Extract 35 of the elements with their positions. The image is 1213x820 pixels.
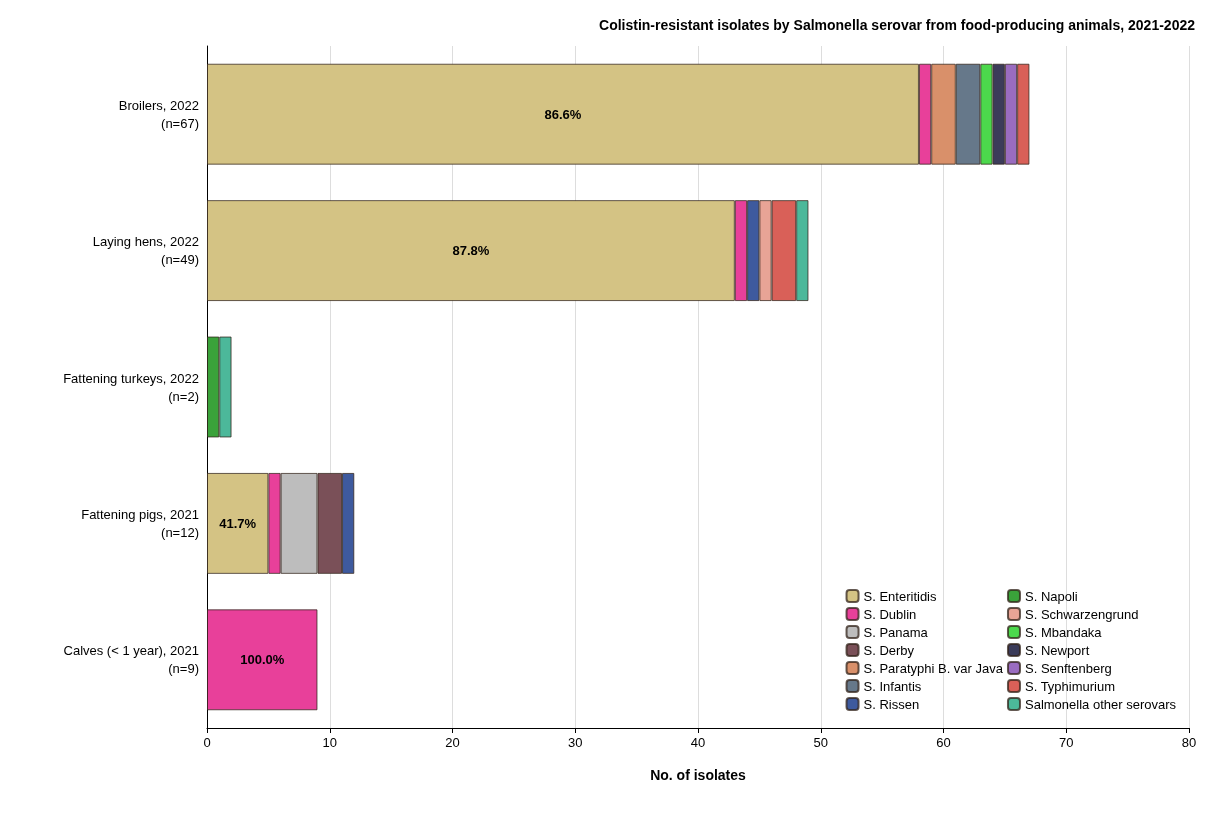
legend-label: Salmonella other serovars <box>1024 696 1177 712</box>
x-tick-label: 30 <box>568 735 583 750</box>
legend-label: S. Napoli <box>1024 588 1078 604</box>
legend-label: S. Mbandaka <box>1024 624 1103 640</box>
y-tick-label: Calves (< 1 year), 2021 (n=9) <box>63 643 199 677</box>
x-tick-label: 60 <box>936 735 951 750</box>
x-tick-label: 80 <box>1181 735 1197 750</box>
annotation: 86.6% <box>544 106 582 122</box>
legend-label: S. Schwarzengrund <box>1024 606 1139 622</box>
x-axis-title: No. of isolates <box>650 767 747 783</box>
bar <box>207 609 318 711</box>
x-tick-label: 40 <box>690 735 706 750</box>
x-tick-label: 10 <box>322 735 337 750</box>
y-tick-label: Fattening pigs, 2021 (n=12) <box>81 506 199 540</box>
legend-label: S. Derby <box>863 642 915 658</box>
x-tick-label: 70 <box>1059 735 1074 750</box>
annotation: 100.0% <box>240 652 285 668</box>
y-tick-label: Broilers, 2022 (n=67) <box>118 97 199 131</box>
x-tick-label: 0 <box>203 735 211 750</box>
legend-label: S. Dublin <box>863 606 917 622</box>
legend-label: S. Infantis <box>863 678 922 694</box>
legend-label: S. Newport <box>1024 642 1090 658</box>
y-tick-label: Laying hens, 2022 (n=49) <box>92 234 199 268</box>
annotation: 87.8% <box>452 243 490 259</box>
legend-label: S. Enteritidis <box>863 588 937 604</box>
legend-label: S. Rissen <box>863 696 920 712</box>
legend-label: S. Panama <box>863 624 929 640</box>
legend-label: S. Paratyphi B. var Java <box>863 660 1004 676</box>
x-tick-label: 20 <box>445 735 460 750</box>
legend-label: S. Senftenberg <box>1024 660 1112 676</box>
legend-label: S. Typhimurium <box>1024 678 1116 694</box>
x-tick-label: 50 <box>813 735 828 750</box>
chart-title: Colistin-resistant isolates by Salmonella serovar from food-producing animals, 2021-2022 <box>599 17 1196 33</box>
annotation: 41.7% <box>219 515 257 531</box>
y-tick-label: Fattening turkeys, 2022 (n=2) <box>63 370 199 404</box>
